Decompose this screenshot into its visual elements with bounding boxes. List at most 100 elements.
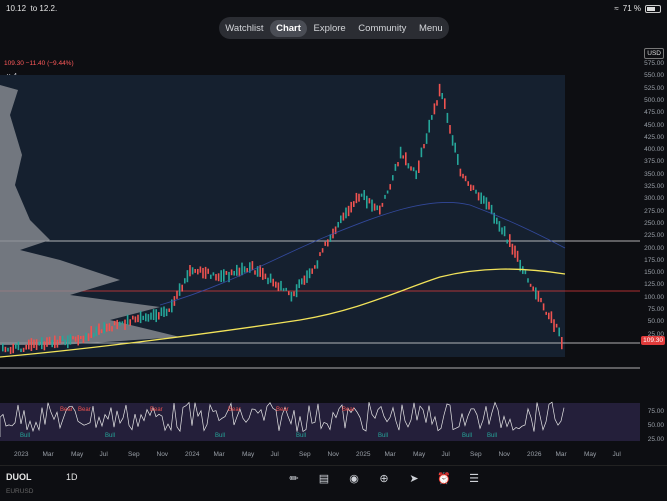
candle (178, 283, 181, 296)
status-bar: 10.12 to 12.2. ≈ 71 % (0, 0, 667, 16)
rsi-tick: 75.00 (647, 408, 664, 415)
candle (553, 319, 555, 332)
candle (220, 270, 222, 283)
candle (433, 103, 436, 115)
candle (54, 335, 56, 349)
candle (176, 290, 178, 299)
candle (446, 112, 449, 123)
candle (223, 269, 225, 282)
price-tick: 300.00 (644, 195, 664, 203)
date-axis[interactable]: 2023 Mar May Jul Sep Nov 2024 Mar May Jul Sep Nov 20… (0, 451, 640, 461)
candle (269, 273, 272, 283)
candle (87, 333, 90, 342)
candle (191, 267, 194, 275)
candle (98, 323, 100, 335)
brush-icon[interactable]: ✏ (289, 473, 299, 485)
bull-signal: Bull (296, 433, 306, 439)
price-tick: 525.00 (644, 84, 664, 92)
tab-chart[interactable]: Chart (270, 19, 307, 37)
candle (256, 266, 259, 277)
candle (306, 270, 308, 283)
currency-badge[interactable]: USD (644, 48, 664, 59)
candle (272, 278, 274, 287)
candle (524, 270, 527, 275)
candle (80, 335, 82, 340)
interval-selector[interactable]: 1D (66, 472, 78, 482)
candle (51, 340, 53, 348)
candle (168, 308, 170, 312)
price-tick: 275.00 (644, 207, 664, 215)
battery-icon (645, 4, 661, 13)
candle (389, 184, 391, 190)
date-tick: Mar (213, 451, 225, 458)
candle (324, 241, 326, 246)
moving-average-blue (159, 201, 566, 306)
candle (93, 332, 95, 338)
calendar-icon[interactable]: ▤ (318, 473, 330, 485)
main-nav: Watchlist Chart Explore Community Menu (219, 17, 449, 39)
tv-dark-icon[interactable]: ◉ (349, 473, 359, 485)
candle (509, 234, 511, 248)
price-chart[interactable]: Bear Bear Bear Bear Bear Bear Bull Bull Bull Bull… (0, 45, 640, 453)
price-tick: 350.00 (644, 170, 664, 178)
candle (246, 268, 248, 273)
price-tick: 75.00 (647, 306, 664, 313)
candle (56, 339, 59, 348)
candle (457, 154, 459, 165)
candle (116, 319, 118, 330)
candle (41, 337, 43, 350)
candle (360, 193, 363, 197)
date-tick: 2025 (356, 451, 371, 458)
candle (555, 323, 558, 328)
candle (145, 313, 147, 322)
tab-menu[interactable]: Menu (418, 22, 443, 34)
layers-icon[interactable]: ☰ (469, 473, 479, 485)
candle (480, 192, 482, 204)
price-tick: 200.00 (644, 244, 664, 252)
date-tick: Sep (470, 451, 482, 458)
candle (113, 320, 116, 326)
candle (121, 321, 124, 325)
candle (262, 267, 264, 280)
date-tick: Nov (327, 451, 340, 458)
price-tick: 325.00 (644, 183, 664, 190)
candle (327, 239, 329, 247)
candle (249, 262, 251, 273)
tab-watchlist[interactable]: Watchlist (225, 22, 264, 34)
navigate-icon[interactable]: ➤ (409, 473, 419, 485)
candle (496, 217, 498, 225)
candle (204, 266, 207, 279)
candle (48, 336, 51, 345)
candle (35, 339, 38, 350)
add-icon[interactable]: ⊕ (379, 473, 389, 485)
candle (199, 266, 202, 273)
candle (184, 278, 186, 284)
candle (259, 265, 261, 277)
bear-signal: Bear (276, 407, 289, 413)
candle (100, 329, 103, 334)
candle (82, 335, 85, 344)
price-tick: 550.00 (644, 72, 664, 80)
tab-explore[interactable]: Explore (313, 22, 346, 34)
candle (405, 152, 407, 166)
candle (342, 212, 345, 221)
candle (139, 311, 142, 324)
moving-average-200 (0, 268, 566, 358)
candle (275, 281, 277, 288)
candle (301, 278, 303, 285)
symbol-ticker[interactable]: DUOL (6, 472, 32, 482)
candle (397, 162, 399, 167)
battery-percent: 71 % (622, 4, 641, 13)
status-time: 10.12 to 12.2. (6, 4, 58, 13)
candle (171, 299, 173, 313)
candle (529, 283, 532, 287)
candle (28, 339, 30, 350)
candle (124, 319, 126, 330)
candle (72, 336, 74, 340)
alert-icon[interactable]: ⏰ (437, 473, 451, 485)
candle (197, 268, 199, 275)
bull-signal: Bull (215, 433, 225, 439)
tab-community[interactable]: Community (358, 22, 407, 34)
price-tick: 375.00 (644, 158, 664, 166)
candle (280, 280, 282, 291)
